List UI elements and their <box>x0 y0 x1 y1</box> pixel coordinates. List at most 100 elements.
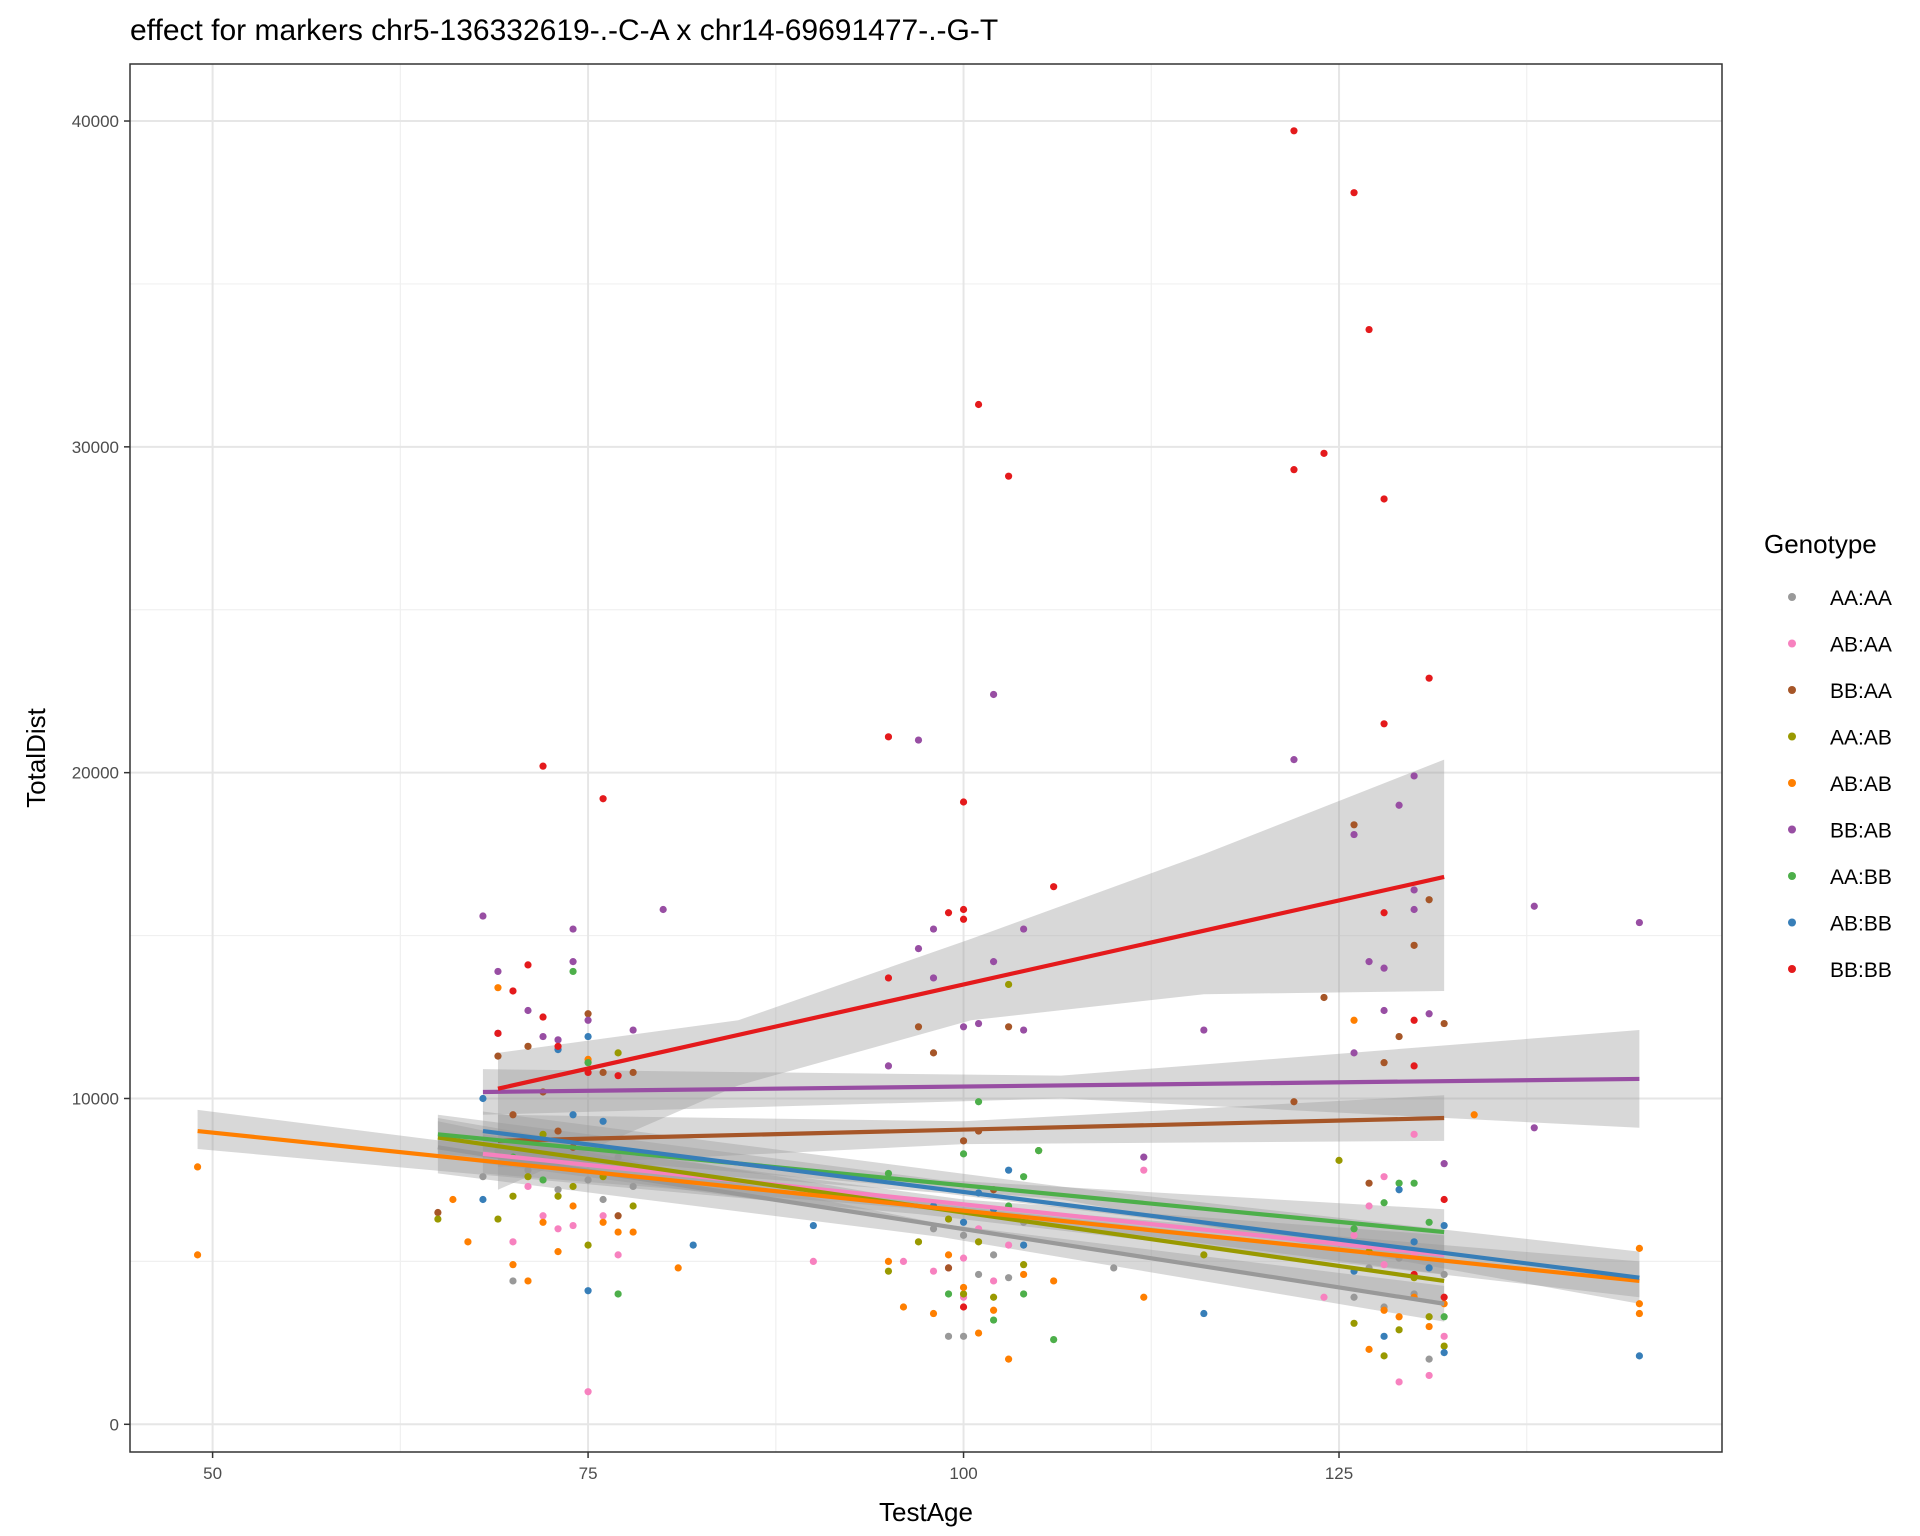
data-point-bb-bb <box>599 795 607 803</box>
data-point-aa-aa <box>1110 1264 1118 1272</box>
data-point-aa-aa <box>974 1270 983 1279</box>
data-point-bb-bb <box>974 400 983 409</box>
legend-label: AA:AB <box>1830 727 1892 750</box>
data-point-bb-ab <box>1395 801 1403 809</box>
data-point-aa-ab <box>914 1238 923 1246</box>
data-point-bb-ab <box>1530 902 1538 910</box>
data-point-aa-bb <box>1020 1290 1028 1298</box>
data-point-ab-bb <box>1380 1332 1388 1340</box>
data-point-bb-bb <box>959 798 968 806</box>
data-point-aa-ab <box>884 1267 893 1275</box>
data-point-bb-ab <box>1410 905 1418 914</box>
data-point-bb-bb <box>1365 325 1373 334</box>
axes: 50 75 100 125 0 10000 20000 30000 40000 <box>72 112 1353 1483</box>
data-point-bb-bb <box>1440 1195 1448 1204</box>
data-point-ab-bb <box>1440 1221 1448 1230</box>
data-point-aa-bb <box>1425 1218 1433 1226</box>
data-point-ab-aa <box>1425 1371 1433 1380</box>
data-point-bb-aa <box>1005 1023 1013 1031</box>
data-point-bb-ab <box>584 1016 592 1024</box>
data-point-bb-bb <box>1425 674 1433 682</box>
data-point-bb-ab <box>959 1023 968 1031</box>
legend-key-bb-aa <box>1788 686 1796 694</box>
data-point-ab-ab <box>494 984 502 992</box>
data-point-aa-aa <box>614 1153 622 1161</box>
data-point-bb-ab <box>1410 772 1418 780</box>
data-point-ab-ab <box>929 1309 938 1318</box>
regression-line-ab-bb <box>482 1128 1640 1280</box>
data-point-bb-aa <box>434 1208 442 1217</box>
data-point-aa-ab <box>614 1049 622 1057</box>
data-point-aa-aa <box>944 1332 953 1340</box>
data-point-ab-aa <box>569 1221 577 1230</box>
data-point-bb-bb <box>1410 1016 1418 1024</box>
data-point-bb-aa <box>1425 896 1433 904</box>
data-point-bb-ab <box>1200 1026 1208 1034</box>
y-tick-label: 30000 <box>72 438 119 457</box>
data-point-bb-ab <box>569 925 577 933</box>
data-point-bb-ab <box>1380 1006 1388 1015</box>
data-point-bb-bb <box>1380 495 1388 503</box>
data-point-aa-ab <box>1020 1261 1028 1269</box>
data-point-ab-ab <box>944 1251 953 1259</box>
data-point-bb-ab <box>1020 925 1028 933</box>
data-point-ab-ab <box>1005 1355 1013 1363</box>
data-point-aa-bb <box>1050 1335 1058 1344</box>
y-tick-label: 40000 <box>72 112 119 131</box>
data-point-ab-bb <box>689 1241 697 1249</box>
data-point-bb-aa <box>494 1052 502 1060</box>
data-point-bb-aa <box>1440 1019 1448 1028</box>
data-point-bb-ab <box>929 974 938 982</box>
data-point-ab-aa <box>1380 1173 1388 1181</box>
data-point-bb-ab <box>494 967 502 976</box>
x-tick-label: 100 <box>949 1464 977 1483</box>
data-point-ab-ab <box>569 1202 577 1210</box>
data-point-bb-aa <box>554 1127 562 1135</box>
data-point-bb-ab <box>524 1006 532 1015</box>
data-point-ab-ab <box>1020 1270 1028 1279</box>
data-point-aa-ab <box>974 1238 983 1246</box>
data-point-ab-bb <box>1200 1309 1208 1318</box>
data-point-aa-ab <box>1425 1313 1433 1321</box>
data-point-ab-aa <box>599 1212 607 1220</box>
data-point-ab-bb <box>1635 1352 1643 1360</box>
grid <box>130 64 1722 1452</box>
data-point-bb-bb <box>959 1303 968 1311</box>
legend-label: BB:AA <box>1830 680 1892 703</box>
regression-line-bb-ab <box>482 1076 1640 1095</box>
legend-label: AB:AA <box>1830 634 1892 657</box>
data-point-aa-ab <box>554 1192 562 1200</box>
data-point-aa-ab <box>569 1182 577 1191</box>
data-point-ab-ab <box>989 1306 998 1314</box>
data-point-bb-ab <box>989 690 998 699</box>
data-point-ab-ab <box>1350 1016 1358 1024</box>
data-point-bb-ab <box>1425 1010 1433 1018</box>
data-point-aa-aa <box>959 1332 968 1340</box>
data-point-bb-bb <box>494 1029 502 1037</box>
data-point-bb-ab <box>554 1036 562 1044</box>
data-point-ab-ab <box>1470 1111 1478 1119</box>
data-point-ab-aa <box>1140 1166 1148 1174</box>
data-point-bb-bb <box>884 974 893 982</box>
data-point-aa-aa <box>494 1147 502 1155</box>
y-tick-label: 10000 <box>72 1089 119 1108</box>
data-point-aa-aa <box>479 1173 487 1181</box>
data-point-aa-bb <box>614 1290 622 1298</box>
data-point-ab-ab <box>884 1257 893 1265</box>
data-point-ab-aa <box>929 1267 938 1275</box>
regression-line-ab-ab <box>197 1128 1640 1284</box>
data-point-bb-aa <box>1410 941 1418 949</box>
data-point-ab-aa <box>1350 1231 1358 1239</box>
data-point-bb-aa <box>1395 1032 1403 1041</box>
data-point-ab-bb <box>1440 1349 1448 1357</box>
data-point-bb-ab <box>989 958 998 966</box>
data-point-bb-bb <box>539 1013 547 1021</box>
data-point-aa-ab <box>1350 1319 1358 1327</box>
confidence-band-aa-aa <box>437 1121 1445 1322</box>
confidence-band-ab-bb <box>482 1111 1640 1304</box>
data-point-ab-ab <box>464 1238 472 1246</box>
x-tick-label: 75 <box>579 1464 598 1483</box>
data-point-bb-ab <box>1440 1160 1448 1168</box>
